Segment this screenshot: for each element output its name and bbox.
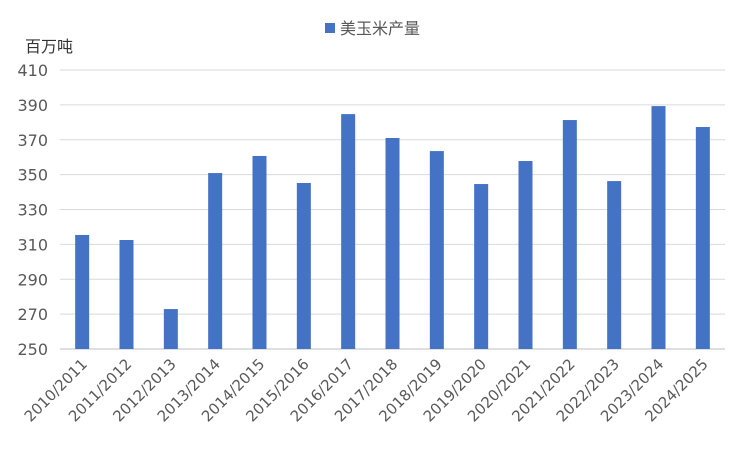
bar	[341, 114, 356, 349]
bar	[518, 161, 533, 349]
bar	[651, 106, 666, 349]
y-axis-label: 百万吨	[25, 37, 73, 56]
bar	[695, 127, 710, 349]
legend-swatch	[325, 23, 335, 33]
y-tick-label: 290	[17, 270, 48, 289]
bar	[429, 151, 444, 349]
bar	[474, 184, 489, 349]
y-tick-label: 310	[17, 235, 48, 254]
bar	[607, 181, 622, 349]
y-tick-label: 270	[17, 305, 48, 324]
y-tick-label: 330	[17, 201, 48, 220]
bar	[119, 240, 134, 349]
bar	[385, 138, 400, 349]
bar	[75, 234, 90, 349]
legend: 美玉米产量	[325, 19, 420, 38]
y-tick-label: 350	[17, 166, 48, 185]
bar	[562, 120, 577, 349]
y-tick-label: 250	[17, 340, 48, 359]
bar	[252, 155, 267, 349]
legend-label: 美玉米产量	[340, 19, 420, 38]
y-tick-label: 370	[17, 131, 48, 150]
y-tick-label: 410	[17, 61, 48, 80]
bar	[208, 173, 223, 349]
bar	[163, 309, 178, 349]
bar	[296, 182, 311, 349]
bars	[75, 106, 710, 349]
y-tick-label: 390	[17, 96, 48, 115]
x-tick-labels: 2010/20112011/20122012/20132013/20142014…	[21, 355, 712, 425]
y-tick-labels: 250 270 290 310 330 350 370 390 410	[17, 61, 48, 359]
